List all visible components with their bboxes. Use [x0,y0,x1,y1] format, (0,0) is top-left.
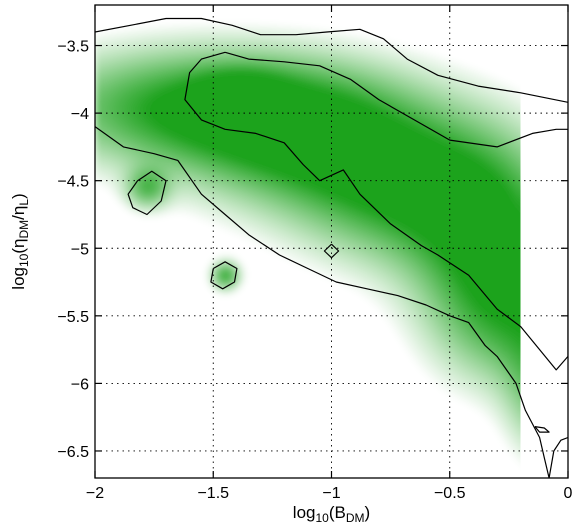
contour-lower [95,126,550,478]
y-axis-title: log10(ηDM/ηL) [9,193,31,289]
axis-ticks: −2 −1.5 −1 −0.5 0 −6.5 −6 −5.5 −5 −4.5 −4 −3.5 [57,5,573,502]
y-tick-label: −4.5 [57,174,89,191]
contour-inner [184,51,568,371]
y-tick-label: −3.5 [57,39,89,56]
contour-outer [95,17,568,103]
x-tick-label: −1 [322,485,340,502]
y-tick-label: −6.5 [57,444,89,461]
x-tick-label: 0 [564,485,573,502]
contour-corner [548,436,568,478]
y-tick-label: −4 [71,106,89,123]
x-tick-label: −2 [86,485,104,502]
contour-diamond [323,243,340,259]
x-tick-label: −1.5 [197,485,229,502]
contour-lines [95,17,568,478]
x-tick-label: −0.5 [434,485,466,502]
y-tick-label: −5.5 [57,309,89,326]
contour-blob-left [127,170,167,216]
contour-blob-mid [210,261,238,290]
x-axis-label: log10(BDM) [293,503,370,525]
y-axis-label: log10(ηDM/ηL) [9,193,31,289]
y-tick-label: −5 [71,241,89,258]
x-axis-title: log10(BDM) [293,503,370,525]
contour-small-lower [534,426,550,433]
y-tick-label: −6 [71,376,89,393]
grid [95,5,568,478]
